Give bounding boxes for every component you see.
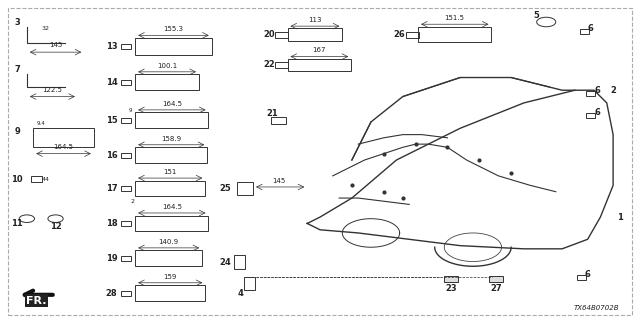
Text: 145: 145 bbox=[272, 178, 285, 184]
Text: 44: 44 bbox=[42, 177, 50, 181]
Bar bbox=[120, 186, 131, 191]
Text: 32: 32 bbox=[42, 26, 50, 31]
Text: 5: 5 bbox=[534, 11, 540, 20]
Text: 15: 15 bbox=[106, 116, 118, 125]
Text: 25: 25 bbox=[220, 184, 232, 193]
Bar bbox=[120, 221, 131, 226]
Bar bbox=[135, 251, 202, 266]
Text: 10: 10 bbox=[12, 174, 23, 184]
Bar bbox=[580, 29, 589, 34]
Text: 22: 22 bbox=[263, 60, 275, 69]
Text: 21: 21 bbox=[266, 108, 278, 117]
Bar bbox=[275, 62, 288, 68]
Bar bbox=[237, 182, 253, 195]
Text: 145: 145 bbox=[49, 42, 62, 48]
Bar bbox=[135, 147, 207, 163]
Text: 28: 28 bbox=[106, 289, 118, 298]
Bar bbox=[135, 38, 212, 55]
Text: 140.9: 140.9 bbox=[159, 239, 179, 245]
Text: 164.5: 164.5 bbox=[162, 204, 182, 210]
Text: 1: 1 bbox=[616, 212, 623, 222]
Bar bbox=[33, 128, 94, 147]
Text: 18: 18 bbox=[106, 219, 118, 228]
Text: 6: 6 bbox=[588, 24, 594, 33]
Bar bbox=[135, 74, 199, 90]
Text: 13: 13 bbox=[106, 42, 118, 51]
Bar bbox=[120, 153, 131, 158]
Text: 20: 20 bbox=[263, 30, 275, 39]
Bar bbox=[586, 91, 595, 96]
Bar bbox=[120, 256, 131, 261]
Text: 167: 167 bbox=[312, 47, 326, 53]
Bar bbox=[418, 27, 492, 42]
Bar bbox=[287, 59, 351, 71]
Bar bbox=[135, 180, 205, 196]
Text: 14: 14 bbox=[106, 78, 118, 87]
Text: 2: 2 bbox=[610, 86, 616, 95]
Bar bbox=[135, 215, 209, 231]
Bar bbox=[271, 116, 286, 124]
Bar bbox=[120, 80, 131, 85]
Bar bbox=[586, 113, 595, 118]
Bar bbox=[120, 291, 131, 296]
Text: 11: 11 bbox=[12, 219, 23, 228]
Text: 4: 4 bbox=[237, 289, 243, 298]
Bar bbox=[287, 28, 342, 41]
Text: 6: 6 bbox=[595, 108, 600, 117]
Text: 9: 9 bbox=[129, 108, 132, 113]
Bar bbox=[577, 275, 586, 280]
Text: 151: 151 bbox=[164, 169, 177, 175]
Bar bbox=[489, 276, 503, 282]
Bar bbox=[275, 32, 288, 38]
Text: 122.5: 122.5 bbox=[42, 87, 62, 93]
Text: 151.5: 151.5 bbox=[444, 15, 465, 21]
Bar bbox=[135, 112, 209, 128]
Bar bbox=[31, 177, 42, 181]
Text: 24: 24 bbox=[220, 258, 232, 267]
Text: 27: 27 bbox=[490, 284, 502, 293]
Text: 7: 7 bbox=[15, 65, 20, 74]
Bar bbox=[135, 285, 205, 301]
Text: 16: 16 bbox=[106, 151, 118, 160]
Text: 164.5: 164.5 bbox=[162, 101, 182, 107]
Bar bbox=[244, 277, 255, 290]
Text: 12: 12 bbox=[50, 222, 61, 231]
Text: 6: 6 bbox=[595, 86, 600, 95]
Text: 2: 2 bbox=[130, 199, 134, 204]
Bar bbox=[120, 44, 131, 49]
Text: 158.9: 158.9 bbox=[161, 136, 181, 142]
Text: 9: 9 bbox=[15, 127, 20, 136]
Text: 100.1: 100.1 bbox=[157, 63, 177, 69]
Text: 113: 113 bbox=[308, 17, 322, 23]
Bar bbox=[120, 118, 131, 123]
Bar bbox=[234, 255, 246, 269]
Text: 3: 3 bbox=[15, 18, 20, 27]
Text: 155.3: 155.3 bbox=[163, 26, 184, 32]
Bar bbox=[406, 32, 419, 38]
Text: 9.4: 9.4 bbox=[36, 121, 45, 126]
Text: TX64B0702B: TX64B0702B bbox=[574, 305, 620, 311]
Text: 19: 19 bbox=[106, 254, 118, 263]
Text: 17: 17 bbox=[106, 184, 118, 193]
Text: 23: 23 bbox=[445, 284, 457, 293]
Text: 6: 6 bbox=[585, 270, 591, 279]
Text: 159: 159 bbox=[164, 274, 177, 280]
Text: 164.5: 164.5 bbox=[54, 144, 74, 150]
Text: FR.: FR. bbox=[26, 296, 47, 306]
Text: 26: 26 bbox=[394, 30, 406, 39]
Bar bbox=[444, 276, 458, 282]
